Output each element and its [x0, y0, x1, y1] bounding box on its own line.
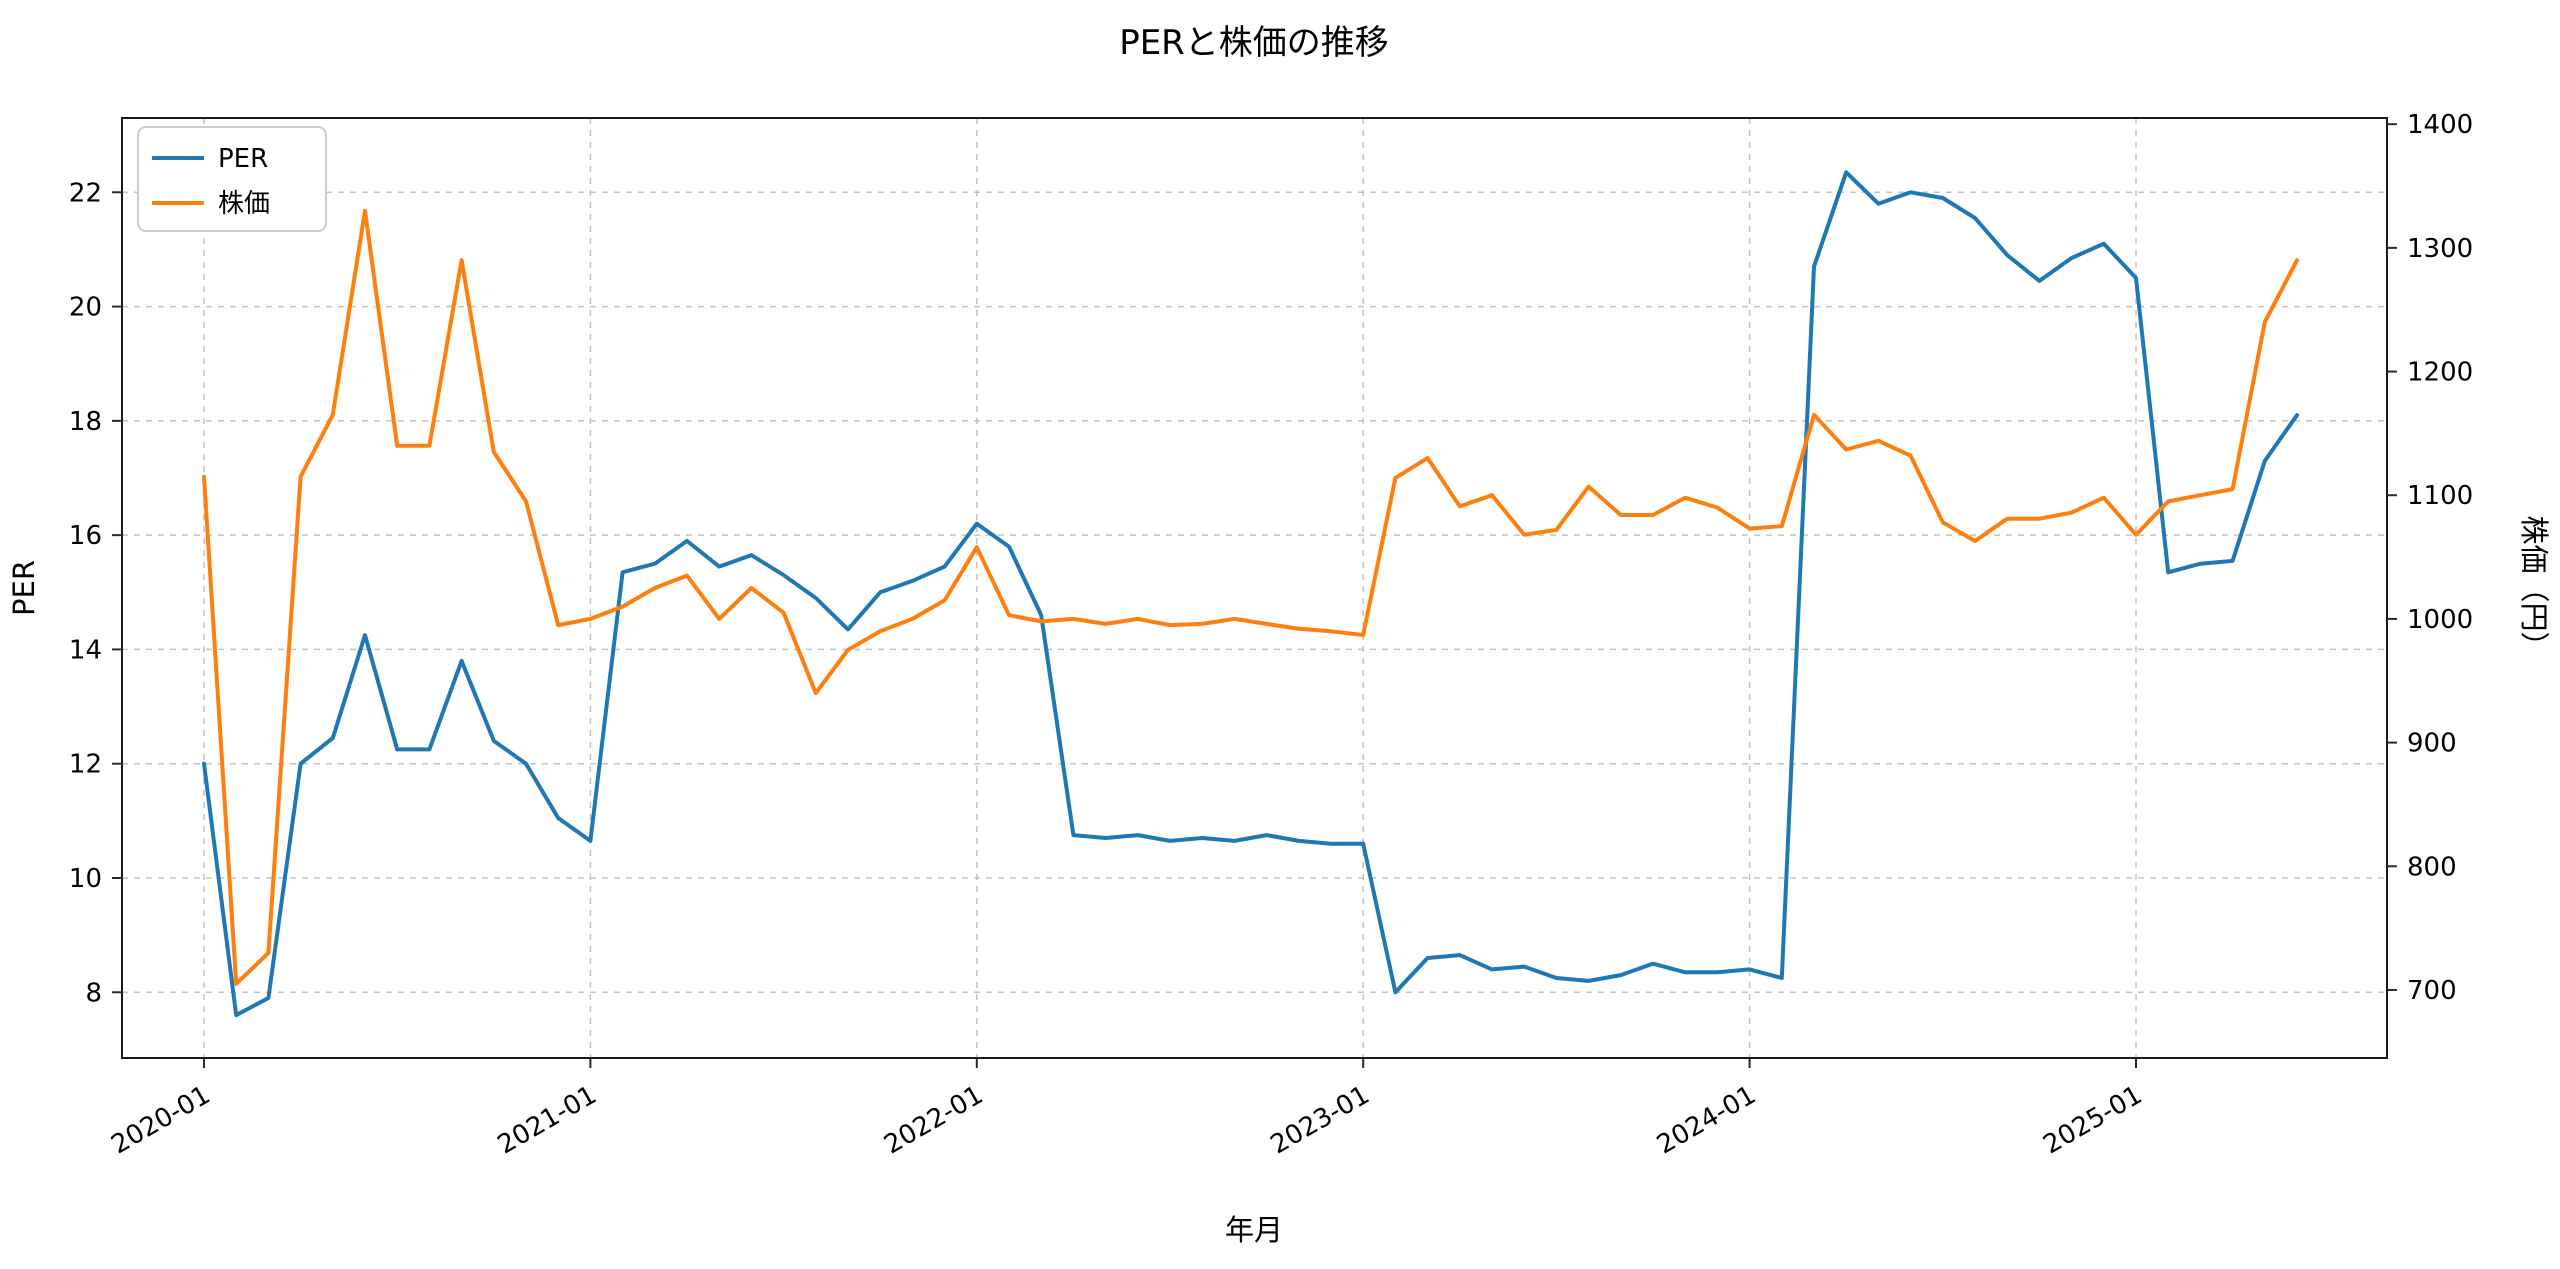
series-layer — [202, 170, 2299, 1018]
left-tick-label: 10 — [69, 864, 102, 894]
left-tick-label: 22 — [69, 178, 102, 208]
left-axis-label: PER — [7, 560, 41, 616]
right-tick-label: 1100 — [2407, 481, 2473, 511]
x-axis-label: 年月 — [1225, 1213, 1283, 1247]
x-tick-label: 2022-01 — [879, 1080, 988, 1160]
right-tick-label: 1200 — [2407, 358, 2473, 388]
legend-label-per: PER — [218, 144, 268, 174]
left-tick-label: 20 — [69, 293, 102, 323]
chart-title: PERと株価の推移 — [1119, 23, 1389, 63]
right-tick-label: 1300 — [2407, 234, 2473, 264]
x-tick-label: 2024-01 — [1652, 1080, 1761, 1160]
right-tick-label: 900 — [2407, 729, 2457, 759]
grid-layer — [122, 118, 2387, 1058]
left-tick-label: 16 — [69, 521, 102, 551]
right-tick-label: 800 — [2407, 852, 2457, 882]
x-tick-label: 2023-01 — [1266, 1080, 1375, 1160]
x-tick-label: 2021-01 — [493, 1080, 602, 1160]
left-tick-label: 14 — [69, 635, 102, 665]
plot-border — [121, 117, 2388, 1059]
legend: PER 株価 — [137, 126, 327, 232]
legend-label-price: 株価 — [218, 189, 270, 219]
right-tick-label: 1400 — [2407, 110, 2473, 140]
x-tick-label: 2020-01 — [106, 1080, 215, 1160]
left-tick-label: 12 — [69, 750, 102, 780]
per-series-line — [202, 170, 2299, 1018]
left-tick-label: 18 — [69, 407, 102, 437]
x-tick-label: 2025-01 — [2038, 1080, 2147, 1160]
right-tick-label: 700 — [2407, 976, 2457, 1006]
left-tick-label: 8 — [85, 978, 102, 1008]
tick-layer: 8 10 12 14 16 18 20 22 700 800 900 1000 1100 1200 1300… — [69, 110, 2473, 1160]
right-tick-label: 1000 — [2407, 605, 2473, 635]
price-series-line — [202, 208, 2299, 986]
right-axis-label: 株価（円） — [2517, 515, 2551, 660]
